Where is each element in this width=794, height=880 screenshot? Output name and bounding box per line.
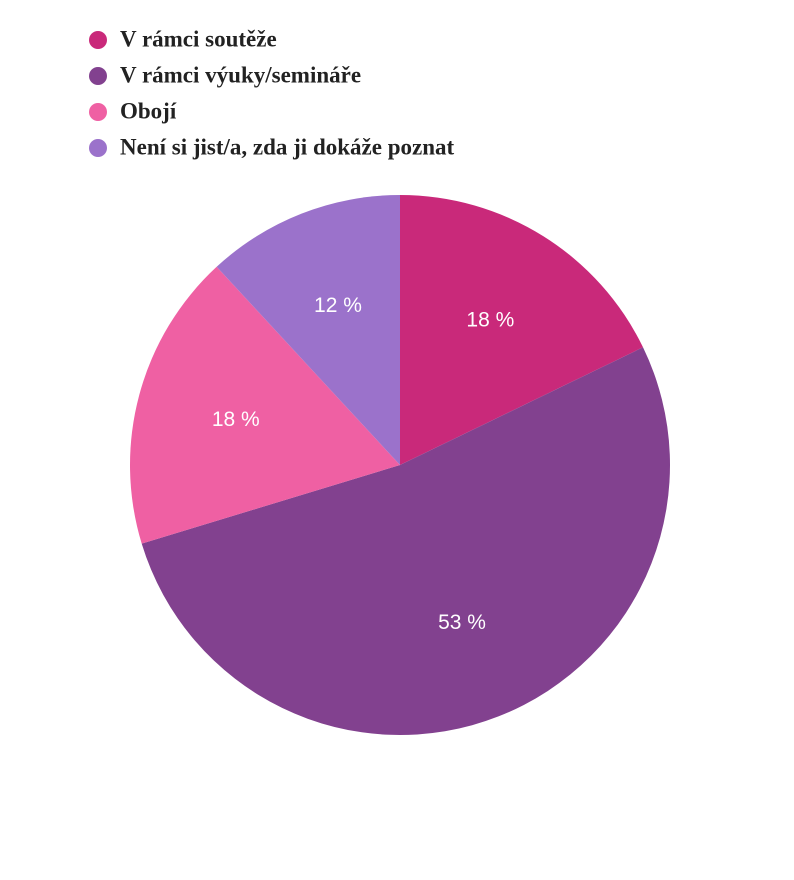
legend-label: Není si jist/a, zda ji dokáže poznat bbox=[120, 134, 454, 159]
pie-slice bbox=[129, 266, 400, 544]
slice-label: 53 % bbox=[438, 611, 486, 634]
pie-slice bbox=[216, 195, 400, 465]
legend-swatch bbox=[89, 139, 107, 157]
pie-slice bbox=[400, 195, 644, 465]
slice-label: 18 % bbox=[212, 408, 260, 431]
slice-label: 18 % bbox=[466, 308, 514, 331]
legend-swatch bbox=[89, 31, 107, 49]
slice-label: 12 % bbox=[314, 294, 362, 317]
legend-label: V rámci výuky/semináře bbox=[120, 62, 361, 87]
legend-label: Obojí bbox=[120, 98, 177, 123]
pie-slice bbox=[141, 347, 671, 735]
legend-swatch bbox=[89, 103, 107, 121]
legend-label: V rámci soutěže bbox=[120, 26, 277, 51]
legend-swatch bbox=[89, 67, 107, 85]
